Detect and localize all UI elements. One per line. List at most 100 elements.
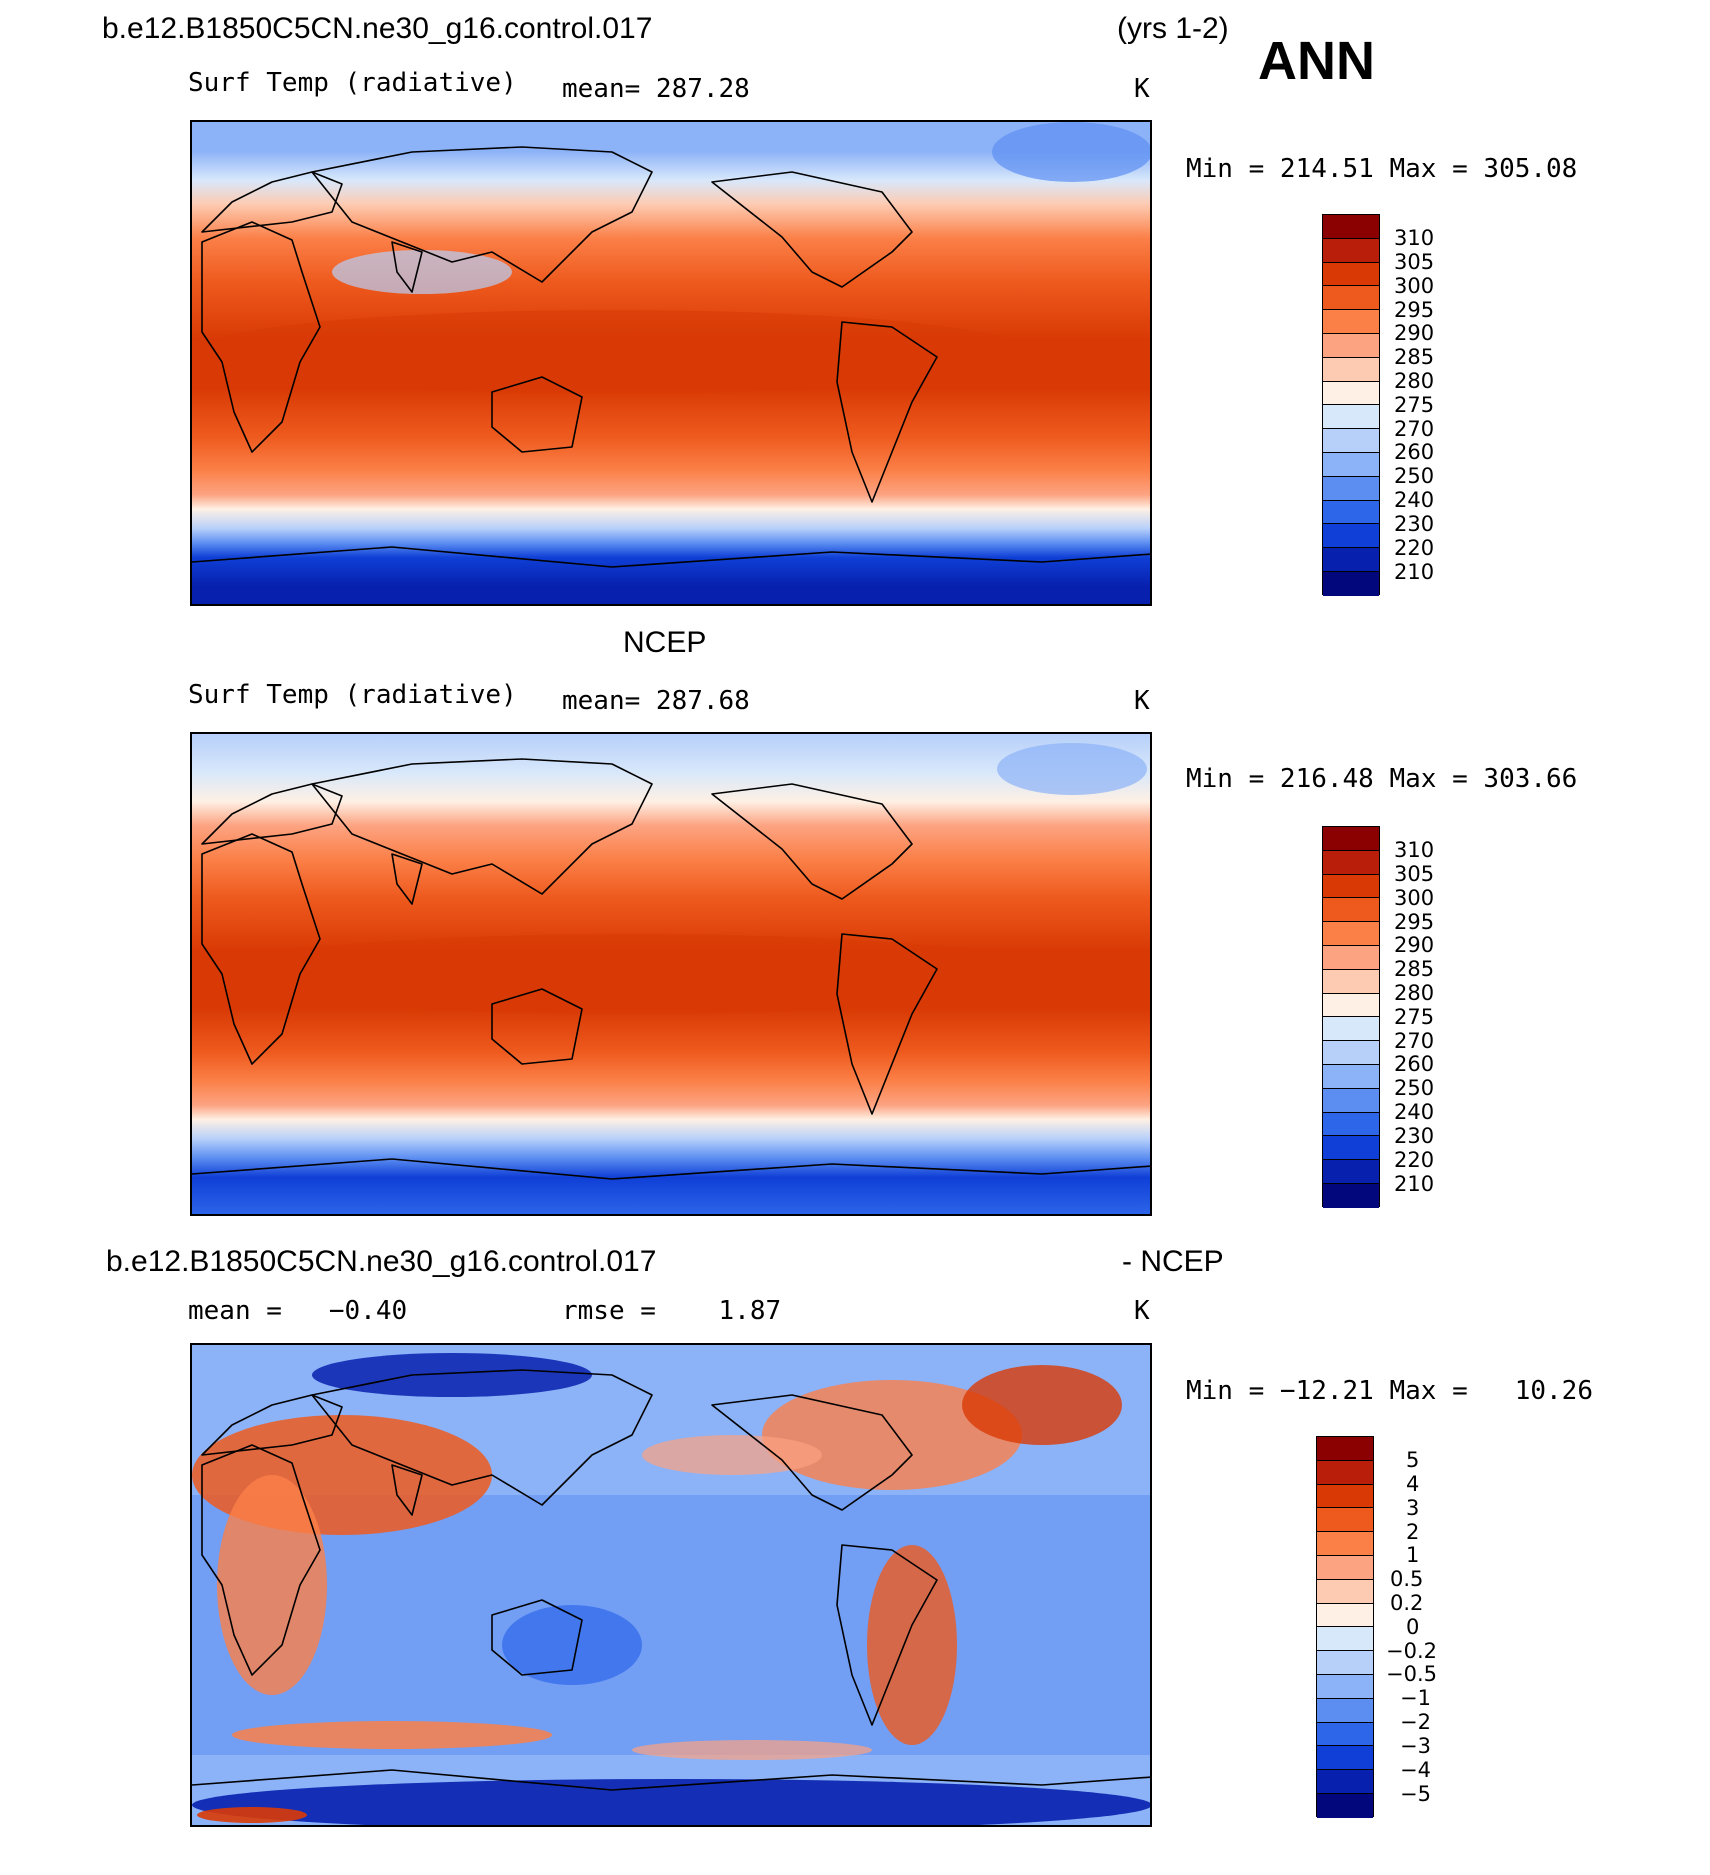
panel3-units-label: K bbox=[1134, 1296, 1150, 1326]
colorbar-tick-label: −2 bbox=[1400, 1710, 1431, 1734]
panel2-colorbar-swatch bbox=[1323, 850, 1379, 875]
panel3-colorbar-swatch bbox=[1317, 1484, 1373, 1509]
panel2-colorbar-swatch bbox=[1323, 969, 1379, 994]
colorbar-tick-label: −3 bbox=[1400, 1734, 1431, 1758]
panel2-colorbar-swatch bbox=[1323, 898, 1379, 923]
panel3-colorbar-swatch bbox=[1317, 1603, 1373, 1628]
panel1-colorbar-swatch bbox=[1323, 381, 1379, 406]
panel3-colorbar-swatch bbox=[1317, 1793, 1373, 1818]
panel1-colorbar-swatch bbox=[1323, 215, 1379, 239]
colorbar-tick-label: 295 bbox=[1394, 298, 1435, 322]
panel1-variable-label: Surf Temp (radiative) bbox=[188, 68, 517, 98]
panel3-colorbar-swatch bbox=[1317, 1579, 1373, 1604]
panel2-colorbar bbox=[1322, 826, 1380, 1208]
panel1-colorbar-swatch bbox=[1323, 333, 1379, 358]
panel3-colorbar-swatch bbox=[1317, 1532, 1373, 1556]
panel2-colorbar-swatch bbox=[1323, 1183, 1379, 1208]
panel2-colorbar-swatch bbox=[1323, 922, 1379, 946]
panel1-colorbar-swatch bbox=[1323, 262, 1379, 287]
colorbar-tick-label: 250 bbox=[1394, 1076, 1435, 1100]
panel2-map bbox=[190, 732, 1152, 1216]
panel3-colorbar-swatch bbox=[1317, 1627, 1373, 1652]
colorbar-tick-label: −1 bbox=[1400, 1686, 1431, 1710]
colorbar-tick-label: 305 bbox=[1394, 250, 1435, 274]
panel3-case-title: b.e12.B1850C5CN.ne30_g16.control.017 bbox=[106, 1245, 657, 1278]
panel3-minus-ncep-label: - NCEP bbox=[1122, 1245, 1224, 1278]
panel1-colorbar-swatch bbox=[1323, 357, 1379, 382]
panel2-mean-label: mean= 287.68 bbox=[562, 686, 750, 716]
panel3-colorbar-swatch bbox=[1317, 1674, 1373, 1699]
panel1-colorbar-swatch bbox=[1323, 238, 1379, 263]
panel3-colorbar-swatch bbox=[1317, 1555, 1373, 1580]
panel1-colorbar-swatch bbox=[1323, 548, 1379, 572]
panel2-colorbar-swatch bbox=[1323, 993, 1379, 1018]
panel1-mean-label: mean= 287.28 bbox=[562, 74, 750, 104]
colorbar-tick-label: 1 bbox=[1406, 1543, 1420, 1567]
panel3-colorbar-swatch bbox=[1317, 1460, 1373, 1485]
colorbar-tick-label: 5 bbox=[1406, 1448, 1420, 1472]
colorbar-tick-label: 290 bbox=[1394, 321, 1435, 345]
panel1-colorbar-swatch bbox=[1323, 571, 1379, 596]
colorbar-tick-label: 310 bbox=[1394, 838, 1435, 862]
colorbar-tick-label: 250 bbox=[1394, 464, 1435, 488]
colorbar-tick-label: 240 bbox=[1394, 488, 1435, 512]
colorbar-tick-label: 290 bbox=[1394, 933, 1435, 957]
colorbar-tick-label: 260 bbox=[1394, 440, 1435, 464]
colorbar-tick-label: 3 bbox=[1406, 1496, 1420, 1520]
panel2-colorbar-swatch bbox=[1323, 1088, 1379, 1113]
colorbar-tick-label: 260 bbox=[1394, 1052, 1435, 1076]
colorbar-tick-label: 210 bbox=[1394, 560, 1435, 584]
panel1-colorbar-swatch bbox=[1323, 524, 1379, 549]
panel2-minmax-label: Min = 216.48 Max = 303.66 bbox=[1186, 764, 1578, 794]
panel1-years-label: (yrs 1-2) bbox=[1117, 12, 1229, 45]
panel1-colorbar-swatch bbox=[1323, 310, 1379, 334]
colorbar-tick-label: 285 bbox=[1394, 345, 1435, 369]
colorbar-tick-label: −0.2 bbox=[1386, 1639, 1437, 1663]
colorbar-tick-label: 240 bbox=[1394, 1100, 1435, 1124]
panel2-colorbar-swatch bbox=[1323, 1017, 1379, 1042]
colorbar-tick-label: 270 bbox=[1394, 1029, 1435, 1053]
panel3-colorbar bbox=[1316, 1436, 1374, 1818]
colorbar-tick-label: 300 bbox=[1394, 886, 1435, 910]
panel3-mean-label: mean = −0.40 bbox=[188, 1296, 408, 1326]
panel3-rmse-label: rmse = 1.87 bbox=[562, 1296, 782, 1326]
panel2-colorbar-swatch bbox=[1323, 1064, 1379, 1089]
panel1-colorbar bbox=[1322, 214, 1380, 596]
panel1-colorbar-swatch bbox=[1323, 429, 1379, 453]
colorbar-tick-label: 280 bbox=[1394, 981, 1435, 1005]
colorbar-tick-label: −5 bbox=[1400, 1782, 1431, 1806]
panel3-colorbar-swatch bbox=[1317, 1722, 1373, 1747]
colorbar-tick-label: 275 bbox=[1394, 1005, 1435, 1029]
colorbar-tick-label: 230 bbox=[1394, 512, 1435, 536]
colorbar-tick-label: 210 bbox=[1394, 1172, 1435, 1196]
panel3-colorbar-swatch bbox=[1317, 1508, 1373, 1533]
panel2-colorbar-swatch bbox=[1323, 874, 1379, 899]
colorbar-tick-label: 220 bbox=[1394, 536, 1435, 560]
panel2-colorbar-swatch bbox=[1323, 827, 1379, 851]
panel1-minmax-label: Min = 214.51 Max = 305.08 bbox=[1186, 154, 1578, 184]
panel3-colorbar-swatch bbox=[1317, 1746, 1373, 1771]
panel3-map bbox=[190, 1343, 1152, 1827]
panel3-colorbar-swatch bbox=[1317, 1651, 1373, 1675]
panel1-units-label: K bbox=[1134, 74, 1150, 104]
colorbar-tick-label: 230 bbox=[1394, 1124, 1435, 1148]
colorbar-tick-label: 300 bbox=[1394, 274, 1435, 298]
colorbar-tick-label: 280 bbox=[1394, 369, 1435, 393]
panel3-colorbar-swatch bbox=[1317, 1770, 1373, 1794]
colorbar-tick-label: 220 bbox=[1394, 1148, 1435, 1172]
panel2-title: NCEP bbox=[623, 626, 707, 659]
colorbar-tick-label: 305 bbox=[1394, 862, 1435, 886]
colorbar-tick-label: 4 bbox=[1406, 1472, 1420, 1496]
colorbar-tick-label: 310 bbox=[1394, 226, 1435, 250]
panel1-colorbar-swatch bbox=[1323, 286, 1379, 311]
panel2-colorbar-swatch bbox=[1323, 1160, 1379, 1184]
colorbar-tick-label: 0.2 bbox=[1390, 1591, 1424, 1615]
colorbar-tick-label: 295 bbox=[1394, 910, 1435, 934]
colorbar-tick-label: 285 bbox=[1394, 957, 1435, 981]
panel2-colorbar-swatch bbox=[1323, 1136, 1379, 1161]
panel2-colorbar-swatch bbox=[1323, 945, 1379, 970]
panel1-colorbar-swatch bbox=[1323, 452, 1379, 477]
season-label: ANN bbox=[1258, 31, 1375, 91]
panel3-minmax-label: Min = −12.21 Max = 10.26 bbox=[1186, 1376, 1593, 1406]
panel1-colorbar-swatch bbox=[1323, 405, 1379, 430]
